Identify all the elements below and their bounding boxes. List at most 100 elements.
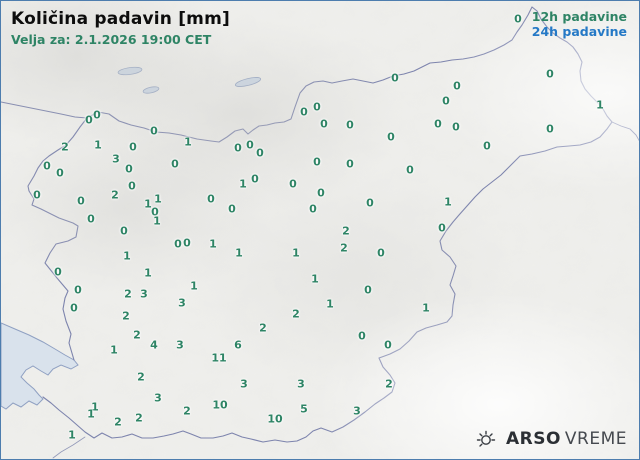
station-value: 2 (340, 241, 348, 255)
station-value: 1 (184, 135, 192, 149)
station-value: 0 (120, 224, 128, 238)
station-value: 0 (434, 117, 442, 131)
station-value: 0 (320, 117, 328, 131)
station-value: 2 (135, 411, 143, 425)
station-value: 0 (70, 301, 78, 315)
station-value: 2 (124, 287, 132, 301)
station-value: 0 (377, 246, 385, 260)
valid-time-label: Velja za: 2.1.2026 19:00 CET (11, 32, 212, 47)
station-value: 2 (259, 321, 267, 335)
station-value: 2 (385, 377, 393, 391)
station-value: 1 (144, 197, 152, 211)
station-value: 0 (54, 265, 62, 279)
station-value: 0 (207, 192, 215, 206)
station-value: 1 (123, 249, 131, 263)
station-value: 0 (387, 130, 395, 144)
station-value: 0 (77, 194, 85, 208)
station-value: 0 (256, 146, 264, 160)
station-value: 0 (317, 186, 325, 200)
brand-bold: ARSO (505, 429, 561, 449)
station-value: 1 (209, 237, 217, 251)
station-value: 2 (342, 224, 350, 238)
station-value: 11 (211, 351, 227, 365)
station-value: 4 (150, 338, 158, 352)
station-value: 1 (444, 195, 452, 209)
arso-vreme-logo: ARSO VREME (473, 427, 627, 451)
station-value: 3 (140, 287, 148, 301)
station-value: 2 (114, 415, 122, 429)
station-value: 1 (91, 400, 99, 414)
station-value: 2 (61, 140, 69, 154)
station-value: 0 (228, 202, 236, 216)
station-value: 0 (546, 122, 554, 136)
station-value: 3 (176, 338, 184, 352)
station-value: 0 (442, 94, 450, 108)
station-value: 1 (190, 279, 198, 293)
station-value: 0 (128, 179, 136, 193)
station-value: 0 (358, 329, 366, 343)
legend: 12h padavine 24h padavine (532, 9, 627, 39)
station-value: 1 (422, 301, 430, 315)
station-value: 6 (234, 338, 242, 352)
station-value: 1 (235, 246, 243, 260)
station-value: 2 (292, 307, 300, 321)
station-value: 0 (251, 172, 259, 186)
station-value: 3 (112, 152, 120, 166)
station-value: 3 (353, 404, 361, 418)
brand-text: ARSO VREME (506, 429, 627, 449)
station-value: 0 (364, 283, 372, 297)
station-value: 3 (240, 377, 248, 391)
station-value: 1 (326, 297, 334, 311)
station-value: 2 (133, 328, 141, 342)
station-value: 1 (292, 246, 300, 260)
station-value: 0 (309, 202, 317, 216)
station-value: 1 (144, 266, 152, 280)
station-value: 1 (239, 177, 247, 191)
station-value: 0 (174, 237, 182, 251)
station-value: 3 (154, 391, 162, 405)
station-value: 0 (546, 67, 554, 81)
station-value: 0 (313, 155, 321, 169)
station-value: 0 (391, 71, 399, 85)
station-value: 0 (125, 162, 133, 176)
legend-12h-toggle[interactable]: 12h padavine (531, 9, 627, 24)
station-value: 0 (150, 124, 158, 138)
station-value: 3 (297, 377, 305, 391)
station-value: 0 (514, 12, 522, 26)
station-value: 0 (56, 166, 64, 180)
station-value: 1 (110, 343, 118, 357)
station-value: 1 (153, 214, 161, 228)
station-value: 0 (183, 236, 191, 250)
station-value: 1 (596, 98, 604, 112)
station-value: 0 (313, 100, 321, 114)
station-value: 2 (111, 188, 119, 202)
station-value: 0 (438, 221, 446, 235)
station-value: 0 (346, 157, 354, 171)
weather-sun-icon (476, 430, 496, 447)
station-value: 0 (43, 159, 51, 173)
station-value: 0 (246, 138, 254, 152)
station-value: 0 (234, 141, 242, 155)
station-value: 3 (178, 296, 186, 310)
station-value: 1 (68, 428, 76, 442)
station-value: 0 (366, 196, 374, 210)
station-value: 0 (483, 139, 491, 153)
page-title: Količina padavin [mm] (11, 9, 230, 29)
station-value: 0 (452, 120, 460, 134)
station-value: 0 (87, 212, 95, 226)
station-value: 0 (129, 140, 137, 154)
station-value: 10 (267, 412, 283, 426)
station-value: 0 (300, 105, 308, 119)
station-value: 0 (346, 118, 354, 132)
station-value: 1 (311, 272, 319, 286)
brand-regular: VREME (564, 429, 627, 449)
station-value: 1 (94, 138, 102, 152)
legend-24h-toggle[interactable]: 24h padavine (531, 24, 627, 39)
station-value: 5 (300, 402, 308, 416)
station-value: 1 (154, 192, 162, 206)
station-value: 0 (151, 205, 159, 219)
station-value: 0 (93, 108, 101, 122)
station-value: 2 (122, 309, 130, 323)
